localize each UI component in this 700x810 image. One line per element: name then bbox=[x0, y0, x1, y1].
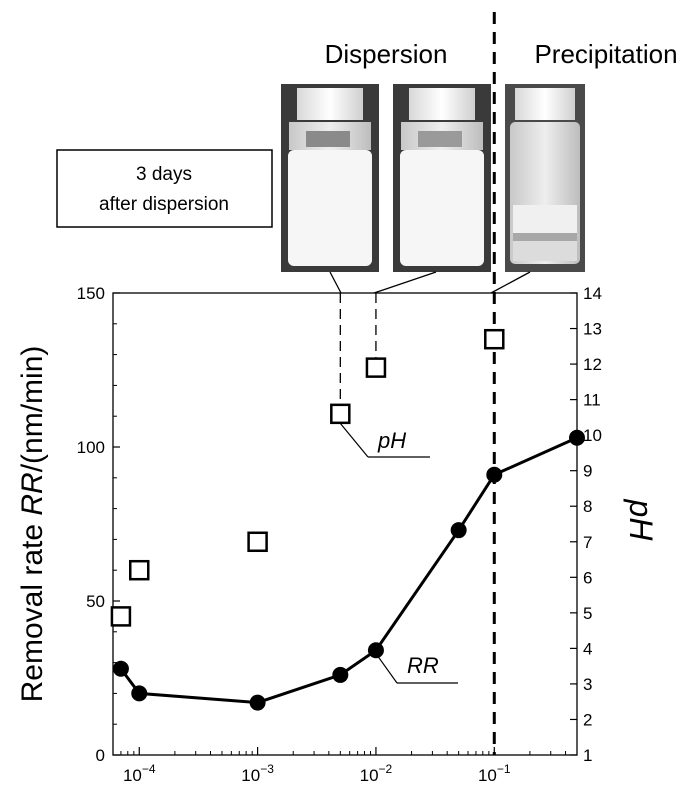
annotation-box-line1: 3 days bbox=[136, 164, 192, 185]
y-right-tick-label: 11 bbox=[583, 391, 601, 410]
rr-point bbox=[131, 685, 148, 702]
y-right-tick-label: 7 bbox=[583, 533, 592, 552]
y-right-tick-label: 8 bbox=[583, 497, 592, 516]
plot-frame bbox=[112, 292, 578, 756]
x-tick-label-base: 10 bbox=[360, 766, 379, 785]
y-left-label-main: Removal rate bbox=[16, 516, 49, 703]
rr-point bbox=[332, 666, 349, 683]
rr-point bbox=[112, 660, 129, 677]
y-left-axis-title: Removal rate RR/(nm/min) bbox=[16, 346, 49, 703]
y-right-axis-title: pH bbox=[623, 499, 659, 542]
y-left-tick-label: 50 bbox=[86, 592, 105, 611]
annotation-box bbox=[56, 149, 273, 228]
ph-point bbox=[330, 403, 351, 425]
photo-precipitation bbox=[505, 84, 585, 272]
ph-point bbox=[365, 357, 387, 378]
photo3-connector bbox=[490, 271, 531, 294]
rr-series-label: RR bbox=[407, 653, 439, 678]
x-tick-label: 10−4 bbox=[123, 762, 156, 785]
y-right-tick-label: 13 bbox=[583, 320, 602, 339]
rr-label-leader bbox=[376, 654, 398, 684]
ph-point bbox=[247, 531, 268, 553]
x-axis-ticks: 10−4 10−3 10−2 10−1 bbox=[112, 747, 578, 785]
y-left-tick-label: 0 bbox=[96, 746, 105, 765]
y-right-tick-label: 2 bbox=[583, 710, 592, 729]
x-tick-label-exp: −2 bbox=[379, 762, 393, 776]
ph-label-leader bbox=[339, 422, 369, 458]
photo-dispersion-1 bbox=[281, 84, 379, 272]
ph-series bbox=[110, 328, 505, 627]
ph-guide-lines bbox=[339, 293, 377, 404]
y-right-tick-label: 12 bbox=[583, 355, 602, 374]
x-tick-label-base: 10 bbox=[123, 766, 142, 785]
precipitation-label: Precipitation bbox=[534, 39, 677, 69]
rr-point bbox=[486, 466, 503, 483]
rr-series bbox=[112, 429, 585, 711]
rr-point bbox=[569, 429, 585, 446]
rr-series-line bbox=[119, 436, 578, 705]
rr-point bbox=[450, 522, 467, 539]
ph-point bbox=[110, 606, 132, 627]
y-left-tick-label: 150 bbox=[77, 284, 105, 303]
y-right-tick-label: 10 bbox=[583, 426, 602, 445]
ph-point bbox=[484, 328, 505, 350]
x-tick-label-exp: −1 bbox=[497, 762, 511, 776]
x-tick-label-exp: −4 bbox=[142, 762, 156, 776]
y-right-tick-label: 14 bbox=[583, 284, 602, 303]
photo1-connector bbox=[329, 271, 342, 294]
rr-point bbox=[367, 642, 384, 659]
y-right-tick-label: 4 bbox=[583, 639, 592, 658]
ph-series-label: pH bbox=[377, 428, 406, 453]
photo-dispersion-2 bbox=[393, 84, 491, 272]
y-left-label-unit: /(nm/min) bbox=[16, 346, 49, 473]
x-tick-label: 10−1 bbox=[478, 762, 511, 785]
y-left-label-italic: RR bbox=[16, 472, 49, 515]
x-tick-label-base: 10 bbox=[478, 766, 497, 785]
y-right-tick-label: 6 bbox=[583, 568, 592, 587]
x-tick-label-base: 10 bbox=[241, 766, 260, 785]
dispersion-label: Dispersion bbox=[325, 39, 448, 69]
x-tick-label: 10−3 bbox=[241, 762, 274, 785]
left-axis-ticks: 0 50 100 150 bbox=[77, 284, 120, 765]
annotation-box-line2: after dispersion bbox=[99, 194, 229, 215]
y-right-tick-label: 1 bbox=[583, 746, 592, 765]
ph-point bbox=[129, 559, 150, 581]
rr-point bbox=[249, 694, 266, 711]
x-tick-label: 10−2 bbox=[360, 762, 393, 785]
y-right-tick-label: 5 bbox=[583, 604, 592, 623]
x-tick-label-exp: −3 bbox=[260, 762, 274, 776]
y-right-tick-label: 9 bbox=[583, 462, 592, 481]
y-left-tick-label: 100 bbox=[77, 438, 105, 457]
y-right-tick-label: 3 bbox=[583, 675, 592, 694]
photo2-connector bbox=[373, 271, 437, 294]
